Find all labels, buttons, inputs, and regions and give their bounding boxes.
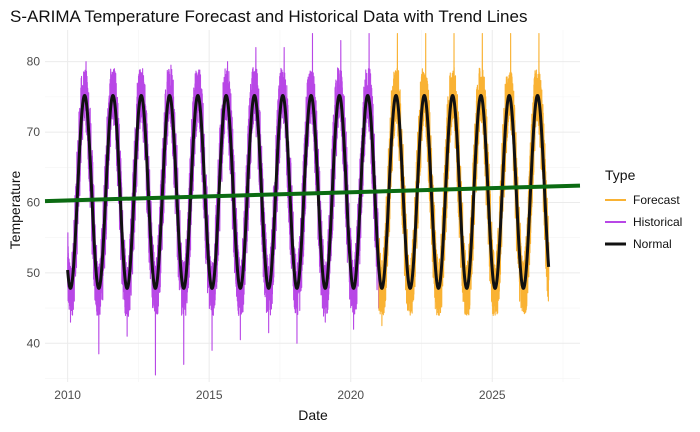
legend-label-normal: Normal (633, 237, 672, 251)
y-tick-label: 70 (27, 125, 41, 139)
legend: Type Forecast Historical Normal (605, 167, 682, 251)
legend-label-historical: Historical (633, 215, 682, 229)
x-tick-label: 2020 (337, 388, 364, 402)
x-tick-label: 2025 (479, 388, 506, 402)
series-normal-line (66, 93, 551, 290)
y-tick-label: 60 (27, 195, 41, 209)
y-axis-title: Temperature (7, 170, 23, 249)
series-trend-line (44, 183, 581, 204)
y-tick-label: 40 (27, 336, 41, 350)
y-tick-label: 50 (27, 266, 41, 280)
x-tick-label: 2010 (54, 388, 81, 402)
y-tick-label: 80 (27, 55, 41, 69)
x-tick-label: 2015 (196, 388, 223, 402)
x-axis-title: Date (298, 407, 328, 423)
legend-title: Type (605, 167, 636, 183)
plot-area (44, 32, 581, 376)
axis-ticks: 2010 2015 2020 2025 40 50 60 70 80 (27, 55, 506, 402)
legend-label-forecast: Forecast (633, 193, 680, 207)
chart-title: S-ARIMA Temperature Forecast and Histori… (10, 7, 527, 26)
